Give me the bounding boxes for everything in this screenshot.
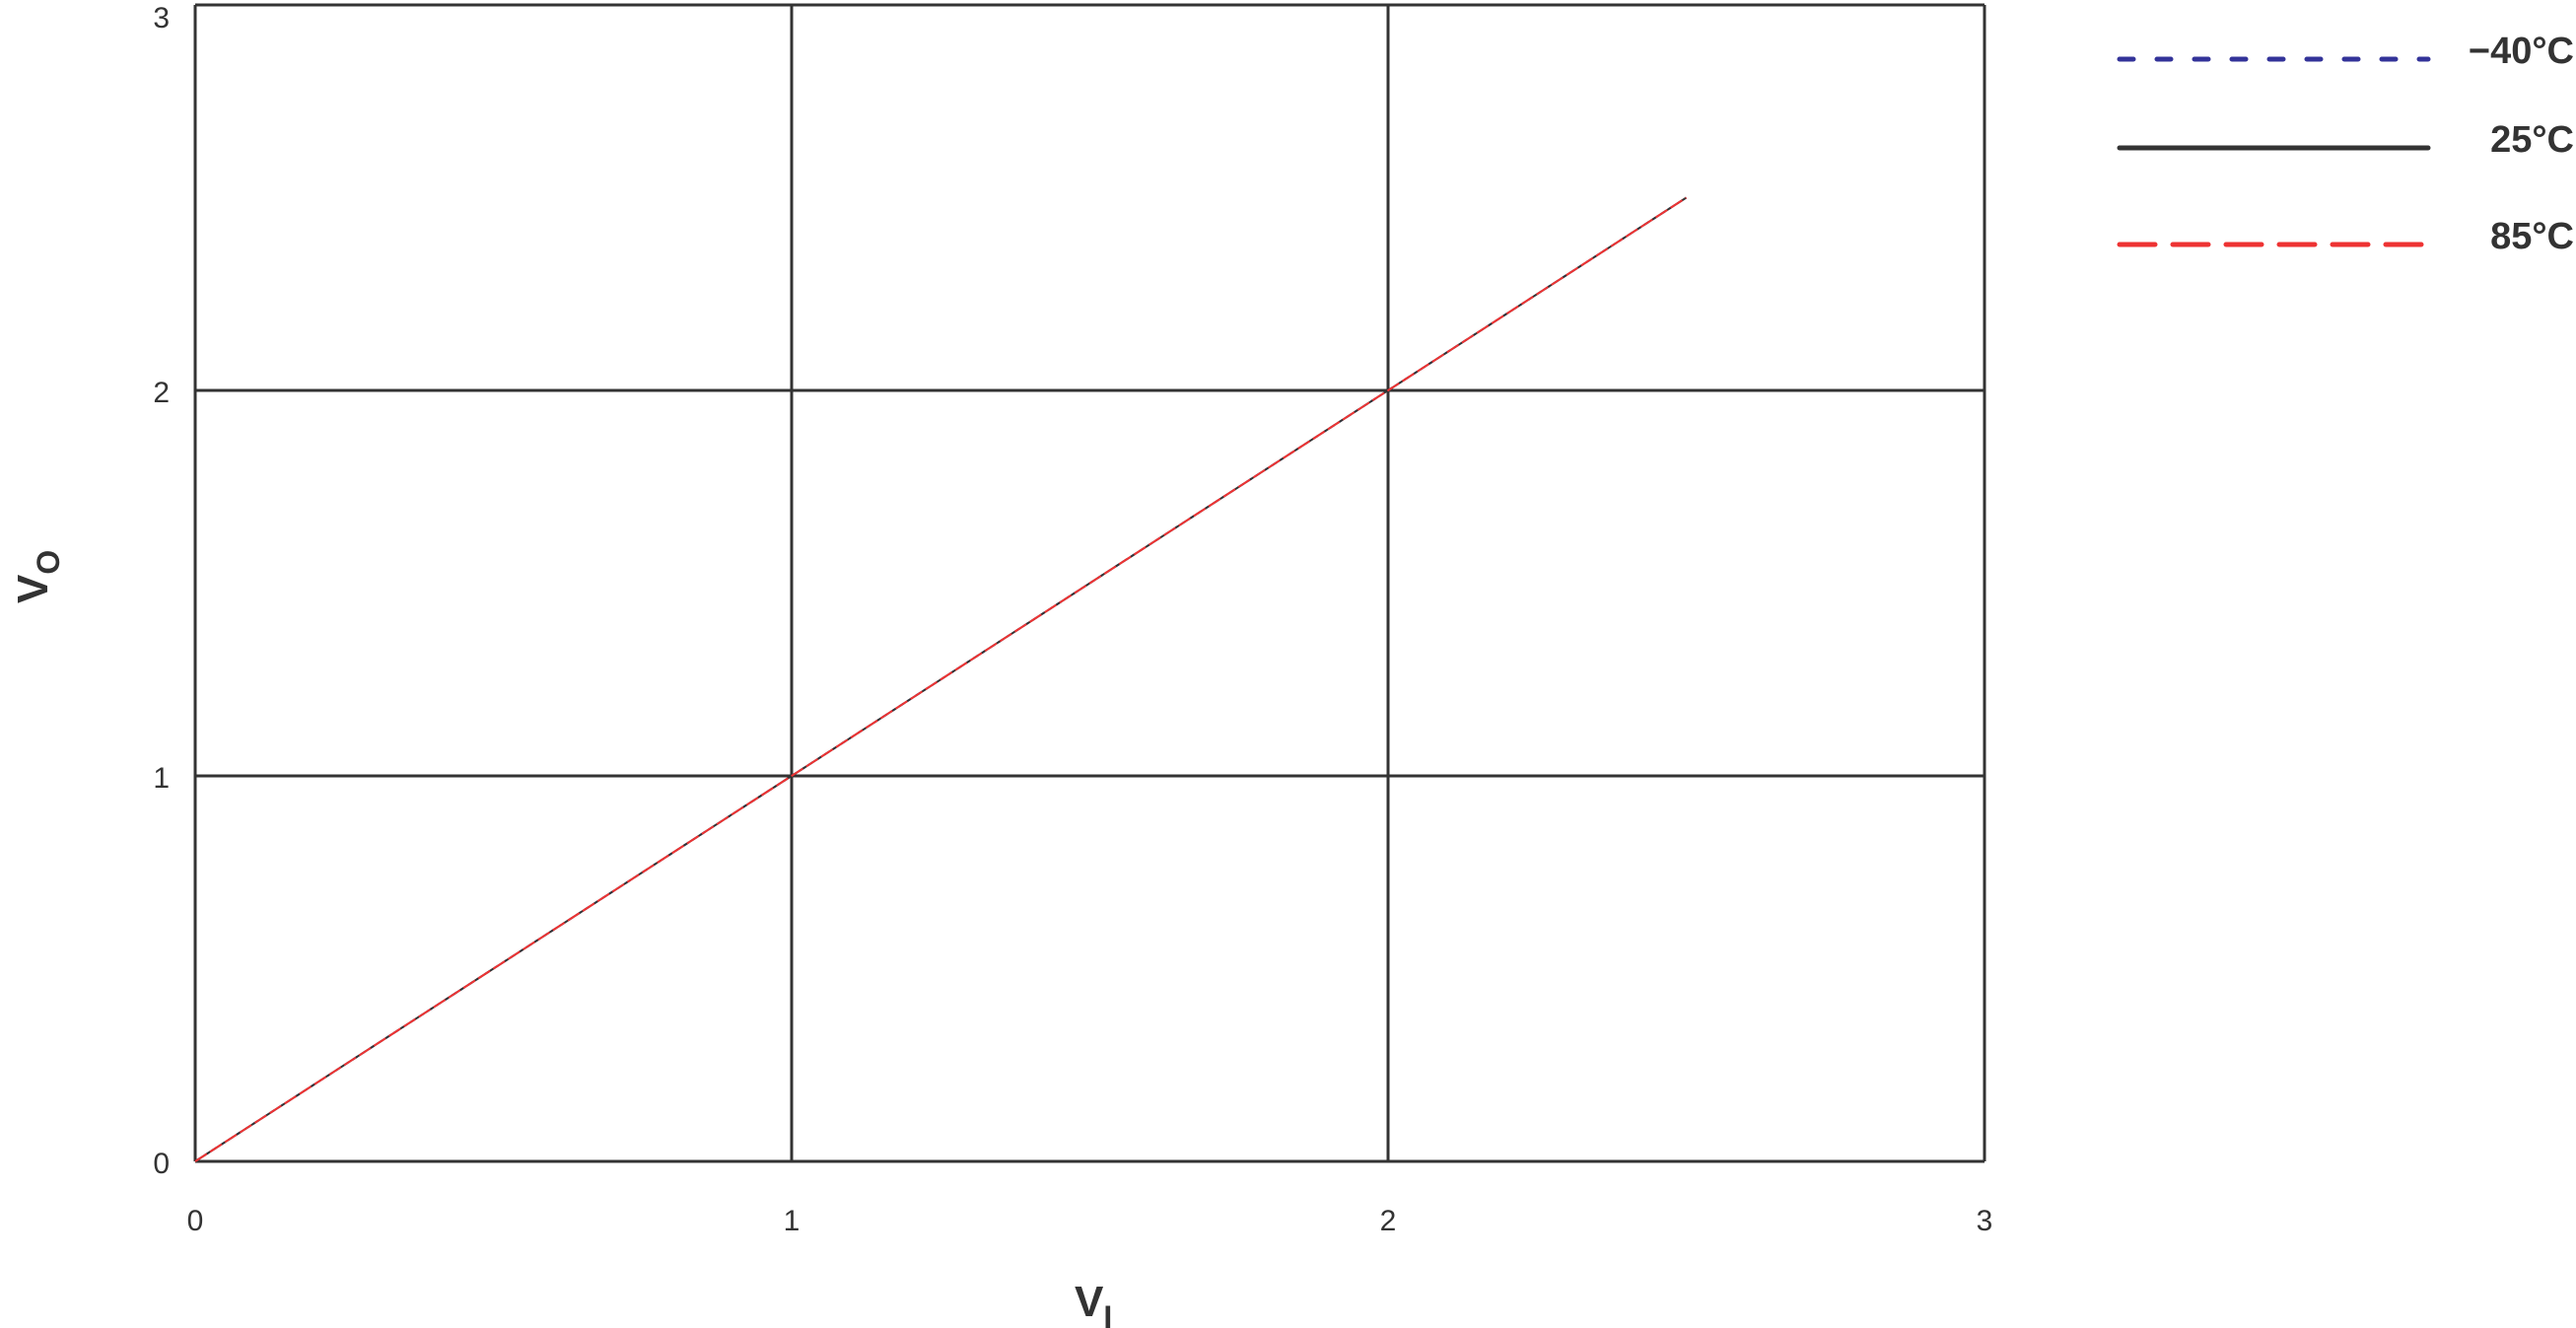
y-tick-label: 1 xyxy=(153,762,170,795)
legend-label-0: −40°C xyxy=(2469,31,2574,72)
tick-labels: 0 1 2 3 0 1 2 3 xyxy=(153,2,1992,1237)
y-tick-label: 0 xyxy=(153,1148,170,1180)
y-tick-label: 2 xyxy=(153,377,170,409)
x-axis-label: VI xyxy=(1075,1278,1112,1328)
legend-label-2: 85°C xyxy=(2490,216,2574,257)
y-axis-label: VO xyxy=(9,550,66,603)
x-tick-label: 3 xyxy=(1977,1205,1993,1237)
legend: −40°C 25°C 85°C xyxy=(2117,31,2574,257)
y-tick-label: 3 xyxy=(153,2,170,35)
series-lines xyxy=(194,196,1688,1162)
x-tick-label: 1 xyxy=(784,1205,801,1237)
series-line-2 xyxy=(194,196,1688,1162)
x-tick-label: 0 xyxy=(187,1205,204,1237)
legend-label-1: 25°C xyxy=(2490,119,2574,161)
x-tick-label: 2 xyxy=(1380,1205,1397,1237)
grid xyxy=(193,3,1986,1163)
